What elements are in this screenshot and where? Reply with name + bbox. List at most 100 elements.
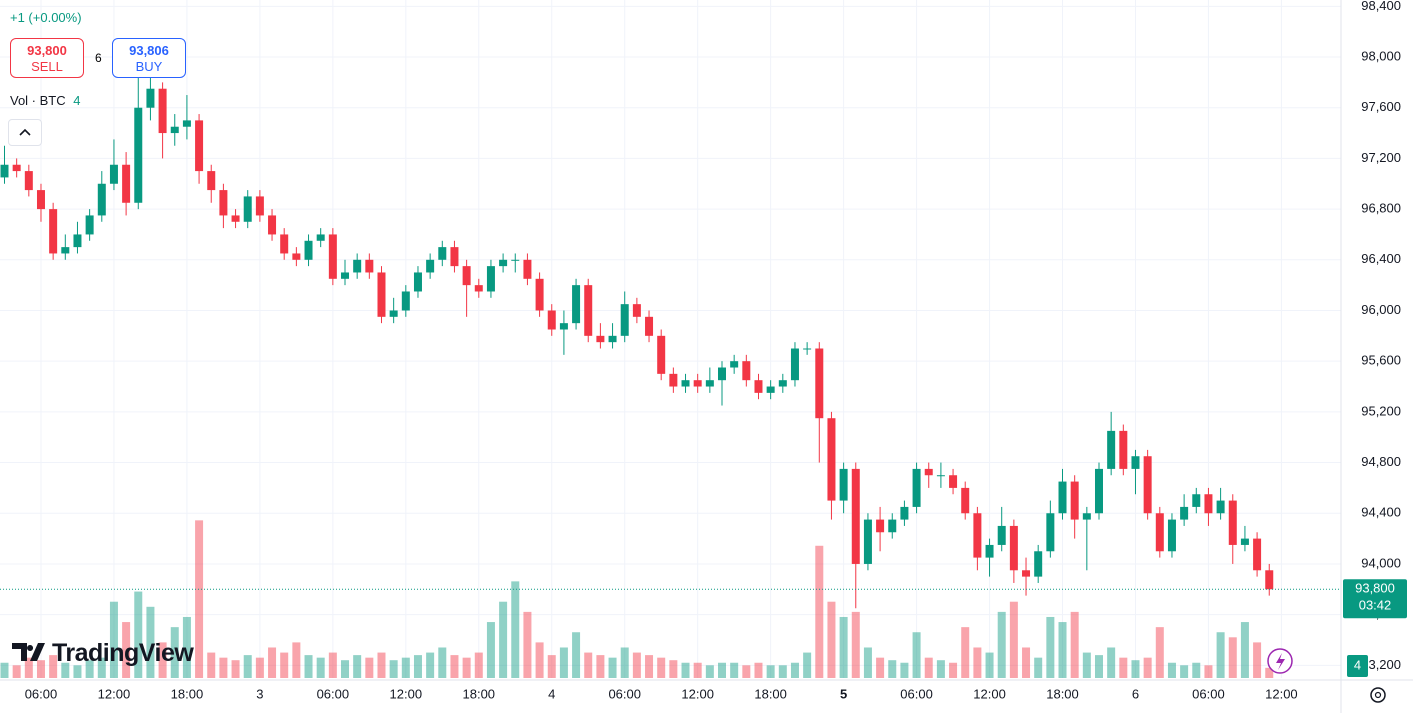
logo-icon xyxy=(12,643,45,661)
volume-bar xyxy=(450,655,459,678)
candle-body xyxy=(754,380,763,393)
candle-body xyxy=(328,234,337,279)
volume-bar xyxy=(535,642,544,678)
volume-bar xyxy=(243,655,252,678)
candle-body xyxy=(413,272,422,292)
candle-body xyxy=(0,164,9,178)
volume-bar xyxy=(693,662,702,678)
settings-icon xyxy=(1370,687,1386,703)
candle-body xyxy=(1240,538,1249,545)
volume-bar xyxy=(815,545,824,678)
y-tick-label: 93,200 xyxy=(1361,657,1401,672)
candle-body xyxy=(1192,494,1201,507)
x-tick-label: 06:00 xyxy=(317,686,350,701)
candle-body xyxy=(669,373,678,387)
x-tick-label: 18:00 xyxy=(1046,686,1079,701)
volume-bar xyxy=(559,647,568,678)
x-tick-label: 3 xyxy=(256,686,263,701)
volume-bar xyxy=(195,520,204,678)
settings-icon-core xyxy=(1374,691,1382,699)
x-tick-label: 18:00 xyxy=(463,686,496,701)
candle-body xyxy=(1070,481,1079,520)
volume-bar xyxy=(1167,662,1176,678)
candle-body xyxy=(182,120,191,127)
volume-value-label: 4 xyxy=(1354,657,1361,672)
volume-bar xyxy=(280,652,289,678)
volume-bar xyxy=(876,657,885,678)
candle-body xyxy=(341,272,350,279)
volume-bar xyxy=(1265,667,1274,678)
volume-bar xyxy=(61,662,70,678)
candle-body xyxy=(572,285,581,324)
candle-body xyxy=(255,196,264,216)
volume-bar xyxy=(863,647,872,678)
candle-body xyxy=(912,468,921,507)
candle-body xyxy=(1022,570,1031,577)
volume-bar xyxy=(681,662,690,678)
volume-bar xyxy=(426,652,435,678)
volume-bar xyxy=(936,660,945,678)
candle-body xyxy=(61,247,70,254)
volume-bar xyxy=(766,665,775,678)
volume-bar xyxy=(1107,647,1116,678)
volume-bar xyxy=(292,642,301,678)
volume-bar xyxy=(97,657,106,678)
candle-body xyxy=(1167,519,1176,552)
volume-bar xyxy=(255,657,264,678)
volume-bar xyxy=(304,655,313,678)
candle-body xyxy=(535,278,544,311)
y-tick-label: 98,000 xyxy=(1361,48,1401,63)
candle-body xyxy=(559,323,568,330)
candle-body xyxy=(827,418,836,501)
candle-body xyxy=(1046,513,1055,552)
candle-body xyxy=(97,183,106,216)
sell-button[interactable]: 93,800 SELL xyxy=(10,38,84,78)
volume-bar xyxy=(474,652,483,678)
volume-bar xyxy=(158,642,167,678)
candle-body xyxy=(36,190,45,210)
volume-bar xyxy=(377,652,386,678)
volume-bar xyxy=(1216,632,1225,678)
candle-body xyxy=(219,190,228,216)
volume-bar xyxy=(1253,642,1262,678)
volume-bar xyxy=(231,660,240,678)
buy-button[interactable]: 93,806 BUY xyxy=(112,38,186,78)
volume-bar xyxy=(645,655,654,678)
x-tick-label: 18:00 xyxy=(171,686,204,701)
volume-bar xyxy=(36,660,45,678)
volume-bar xyxy=(961,627,970,678)
volume-bar xyxy=(803,652,812,678)
volume-bar xyxy=(657,657,666,678)
volume-bar xyxy=(499,601,508,678)
collapse-button[interactable] xyxy=(8,119,42,146)
volume-bar xyxy=(122,622,131,678)
x-tick-label: 12:00 xyxy=(1265,686,1298,701)
candle-body xyxy=(839,468,848,501)
candle-body xyxy=(620,304,629,336)
volume-bar xyxy=(742,665,751,678)
volume-bar xyxy=(219,657,228,678)
candle-body xyxy=(426,259,435,273)
x-tick-label: 6 xyxy=(1132,686,1139,701)
volume-bar xyxy=(1155,627,1164,678)
y-tick-label: 95,600 xyxy=(1361,353,1401,368)
candle-body xyxy=(790,348,799,381)
candle-body xyxy=(377,272,386,317)
volume-bar xyxy=(888,660,897,678)
x-tick-label: 12:00 xyxy=(98,686,131,701)
volume-bar xyxy=(1180,665,1189,678)
volume-bar xyxy=(12,665,21,678)
volume-bar xyxy=(596,655,605,678)
buy-label: BUY xyxy=(135,59,163,74)
volume-bar xyxy=(584,652,593,678)
candle-body xyxy=(511,259,520,261)
candle-body xyxy=(389,310,398,317)
volume-bar xyxy=(790,662,799,678)
y-tick-label: 94,400 xyxy=(1361,505,1401,520)
candle-body xyxy=(1253,538,1262,571)
volume-legend: Vol · BTC 4 xyxy=(10,93,80,108)
volume-bar xyxy=(705,665,714,678)
candle-body xyxy=(474,285,483,292)
candle-body xyxy=(365,259,374,273)
